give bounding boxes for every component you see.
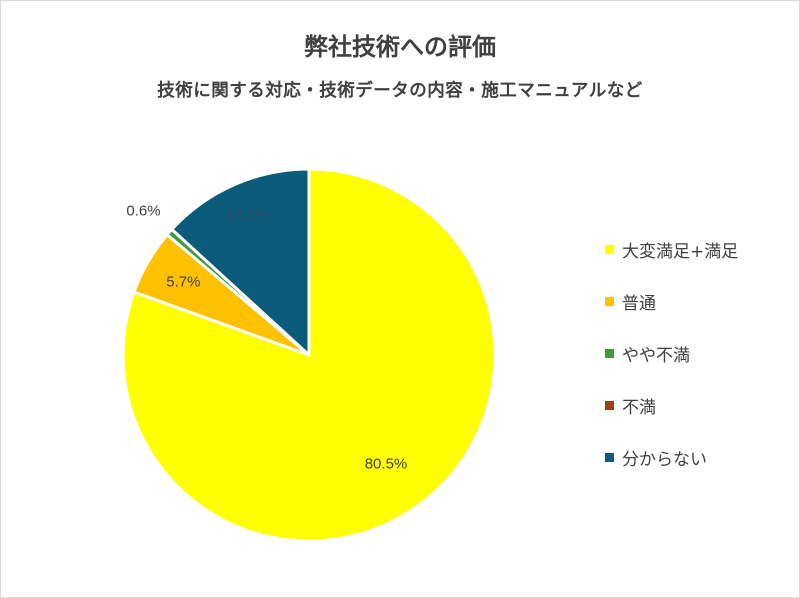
legend-label: 不満	[622, 397, 656, 418]
legend-item: 分からない	[605, 431, 795, 483]
legend-label: 大変満足+満足	[622, 241, 739, 262]
legend-swatch	[605, 400, 614, 410]
legend-item: 不満	[605, 379, 795, 431]
chart-subtitle: 技術に関する対応・技術データの内容・施工マニュアルなど	[157, 81, 643, 101]
legend-item: 普通	[605, 275, 795, 327]
legend-swatch	[605, 348, 614, 358]
data-label-slice-2: 5.7%	[166, 273, 200, 290]
legend-label: 分からない	[622, 449, 707, 470]
legend: 大変満足+満足 普通やや不満不満分からない	[605, 223, 795, 483]
pie-slice-5	[170, 167, 311, 357]
legend-swatch	[605, 244, 614, 254]
legend-label: 普通	[622, 293, 656, 314]
legend-swatch	[605, 452, 614, 462]
legend-item: やや不満	[605, 327, 795, 379]
legend-swatch	[605, 296, 614, 306]
data-label-slice-1: 80.5%	[365, 456, 408, 473]
data-label-slice-3: 0.6%	[126, 203, 160, 220]
legend-item: 大変満足+満足	[605, 223, 795, 275]
legend-label: やや不満	[622, 345, 690, 366]
chart-title: 弊社技術への評価	[304, 33, 496, 61]
data-label-slice-5: 13.2%	[226, 206, 269, 223]
